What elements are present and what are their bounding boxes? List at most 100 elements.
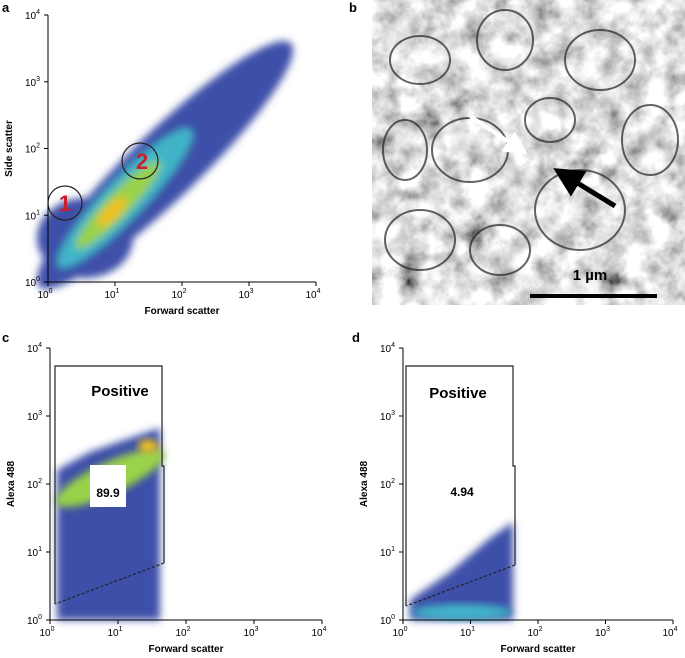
tick-exponent: 2 [539,626,543,633]
tick-base: 10 [662,628,674,639]
gate [54,365,165,604]
tick-exponent: 2 [187,626,191,633]
tick-base: 10 [380,616,392,627]
tick-base: 10 [27,616,39,627]
tick-exponent: 2 [391,478,395,485]
tick-exponent: 1 [38,546,42,553]
tick-label: 102 [380,478,395,491]
tick-label: 101 [460,626,475,639]
tick-label: 100 [37,288,52,301]
tick-exponent: 4 [323,626,327,633]
tick-base: 10 [595,628,607,639]
tick-label: 100 [25,276,40,289]
gate [405,365,516,606]
density-cloud [36,40,294,290]
gate-circle [121,142,159,180]
tick-exponent: 3 [250,288,254,295]
gate-value: 4.94 [450,485,474,499]
tick-label: 102 [25,143,40,156]
tick-base: 10 [171,290,183,301]
tick-exponent: 4 [391,342,395,349]
tick-base: 10 [460,628,472,639]
tick-label: 100 [380,614,395,627]
tick-base: 10 [25,78,37,89]
tick-base: 10 [305,290,317,301]
tick-exponent: 2 [38,478,42,485]
tick-base: 10 [25,11,37,22]
tick-exponent: 0 [51,626,55,633]
tick-exponent: 3 [255,626,259,633]
tick-label: 104 [380,342,395,355]
tick-exponent: 4 [38,342,42,349]
tick-base: 10 [27,344,39,355]
tick-base: 10 [27,548,39,559]
tick-base: 10 [238,290,250,301]
tick-label: 102 [171,288,186,301]
tick-label: 102 [27,478,42,491]
gate-label: Positive [91,383,149,400]
tick-label: 101 [25,209,40,222]
tick-base: 10 [25,211,37,222]
tick-exponent: 1 [471,626,475,633]
tick-label: 100 [392,626,407,639]
tick-base: 10 [37,290,49,301]
tick-exponent: 4 [36,9,40,16]
tick-label: 102 [175,626,190,639]
gate-number: 2 [136,149,148,174]
tick-label: 100 [27,614,42,627]
tick-base: 10 [380,480,392,491]
tick-exponent: 4 [317,288,321,295]
tick-exponent: 2 [36,143,40,150]
tick-exponent: 1 [391,546,395,553]
tick-exponent: 0 [404,626,408,633]
tick-base: 10 [380,344,392,355]
panel-letter: b [349,0,357,15]
tick-label: 104 [25,9,40,22]
tick-label: 103 [380,410,395,423]
tick-exponent: 4 [674,626,678,633]
y-axis-label: Alexa 488 [359,460,370,507]
x-axis-label: Forward scatter [148,644,223,655]
em-image [372,0,685,305]
tick-base: 10 [392,628,404,639]
tick-label: 104 [27,342,42,355]
y-axis-label: Alexa 488 [6,460,17,507]
panel-letter: c [2,330,9,345]
tick-label: 104 [311,626,326,639]
tick-label: 101 [27,546,42,559]
tick-base: 10 [175,628,187,639]
tick-base: 10 [25,278,37,289]
tick-label: 103 [243,626,258,639]
tick-exponent: 1 [119,626,123,633]
tick-exponent: 0 [391,614,395,621]
panel-letter: d [352,330,360,345]
y-axis-label: Side scatter [4,120,15,177]
x-axis-label: Forward scatter [144,306,219,317]
gate [54,562,165,605]
tick-base: 10 [380,548,392,559]
tick-base: 10 [39,628,51,639]
tick-exponent: 3 [36,76,40,83]
tick-label: 103 [595,626,610,639]
scale-label: 1 µm [573,267,608,284]
tick-label: 103 [27,410,42,423]
tick-exponent: 3 [391,410,395,417]
tick-base: 10 [243,628,255,639]
x-axis-label: Forward scatter [500,644,575,655]
tick-base: 10 [25,145,37,156]
tick-exponent: 2 [183,288,187,295]
tick-base: 10 [527,628,539,639]
tick-base: 10 [104,290,116,301]
gate-value: 89.9 [96,486,120,500]
tick-exponent: 0 [38,614,42,621]
tick-base: 10 [27,480,39,491]
tick-base: 10 [107,628,119,639]
tick-label: 104 [305,288,320,301]
tick-exponent: 1 [36,209,40,216]
tick-label: 103 [238,288,253,301]
density-cloud [55,428,165,620]
gate-label: Positive [429,385,487,402]
tick-exponent: 3 [606,626,610,633]
tick-exponent: 0 [36,276,40,283]
